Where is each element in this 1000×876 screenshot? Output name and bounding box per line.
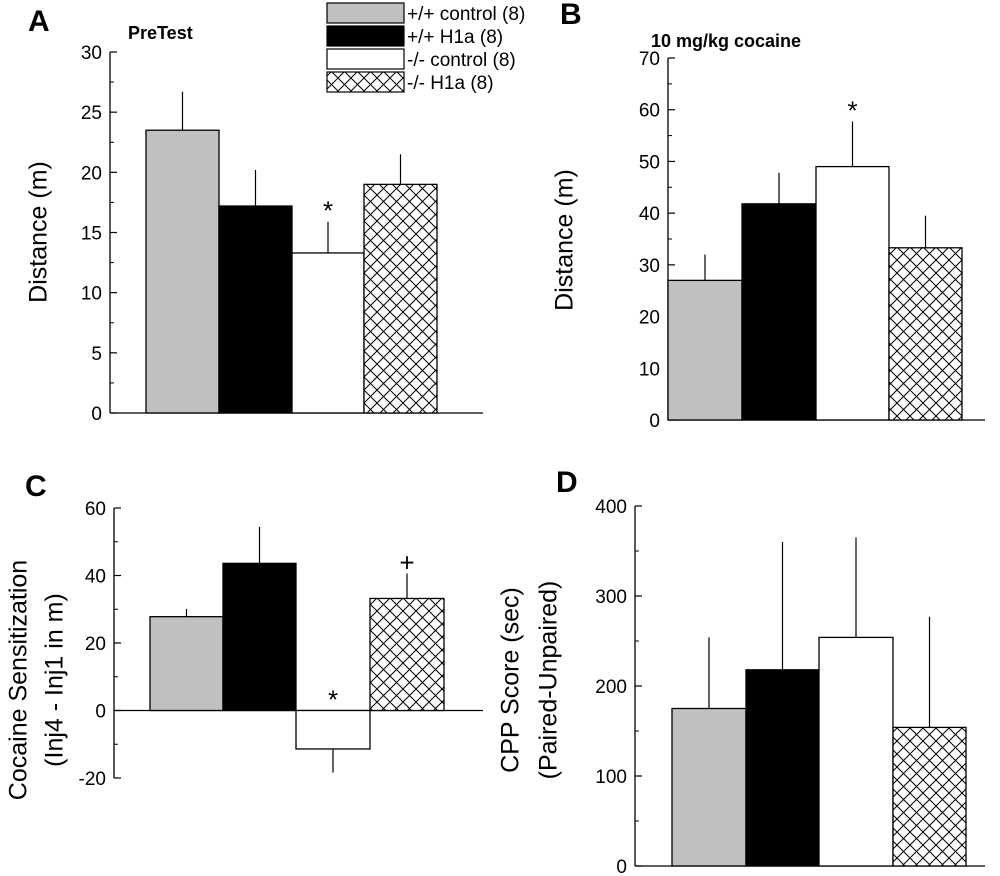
bar-d-2 [745,669,820,867]
y-tick-label-b: 50 [639,152,660,173]
y-tick-label-c: 40 [85,567,106,588]
y-axis-label-line-b: Distance (m) [551,169,579,311]
significance-mark-c: + [399,547,414,577]
y-tick-label-c: -20 [79,769,106,790]
y-tick-label-d: 0 [616,857,627,876]
bar-d-3 [818,636,894,867]
y-tick-label-d: 100 [595,767,627,788]
y-tick-label-c: 0 [95,702,106,723]
y-tick-label-d: 300 [595,587,627,608]
panel-b: B 10 mg/kg cocaine Distance (m) 0 10 20 30 4… [551,0,985,432]
bar-c-3 [295,709,371,750]
y-axis-label-d: CPP Score (sec) (Paired-Unpaired) [497,581,563,780]
legend-swatch-4 [326,71,405,93]
bar-b-3 [815,165,890,421]
plot-area-d: 0 100 200 300 400 [595,497,985,876]
bar-c-4 [369,597,445,712]
y-tick-label-a: 15 [81,224,102,245]
bar-b-4 [888,247,963,421]
legend-label-3: -/- control (8) [407,50,516,71]
bar-a-2 [218,205,293,414]
bar-d-4 [892,726,967,867]
y-axis-label-c: Cocaine Sensitization (Inj4 - Inj1 in m) [5,560,69,800]
y-tick-label-b: 10 [639,359,660,380]
y-axis-label-line-d: CPP Score (sec) [497,587,525,773]
y-tick-label-b: 0 [649,411,660,432]
legend-label-2: +/+ H1a (8) [407,27,503,48]
significance-mark-c: * [328,685,338,715]
y-tick-label-a: 20 [81,163,102,184]
significance-mark-a: * [323,196,333,226]
y-tick-label-a: 10 [81,284,102,305]
y-tick-label-a: 25 [81,103,102,124]
plot-area-a: 0 5 10 15 20 25 30 * [81,43,483,425]
bar-a-4 [363,183,438,414]
y-tick-label-d: 400 [595,497,627,518]
y-tick-label-b: 60 [639,101,660,122]
y-axis-label-line-c: Cocaine Sensitization [5,560,33,800]
panel-letter-a: A [28,5,50,38]
y-tick-label-b: 20 [639,308,660,329]
significance-mark-b: * [847,96,857,126]
bar-b-1 [667,279,743,421]
bar-a-3 [291,252,365,414]
panel-letter-c: C [25,470,47,503]
y-axis-label-a: Distance (m) [25,161,53,303]
y-tick-label-c: 60 [85,499,106,520]
legend: +/+ control (8)+/+ H1a (8)-/- control (8… [326,2,525,94]
panel-d: D CPP Score (sec) (Paired-Unpaired) 0 100 2… [497,466,985,876]
y-axis-label-line-a: Distance (m) [25,161,53,303]
y-tick-label-b: 40 [639,204,660,225]
panel-c: C Cocaine Sensitization (Inj4 - Inj1 in m… [5,470,483,800]
y-tick-label-c: 20 [85,634,106,655]
y-tick-label-d: 200 [595,677,627,698]
bar-c-1 [149,616,224,712]
bar-a-1 [145,129,220,414]
legend-label-1: +/+ control (8) [407,4,525,25]
y-tick-label-a: 30 [81,43,102,64]
legend-swatch-1 [326,2,405,24]
panel-a: A PreTest Distance (m) 0 5 10 15 20 25 30 * [25,5,483,425]
panel-letter-b: B [560,0,582,31]
legend-swatch-3 [326,48,405,70]
plot-area-c: -20 0 20 40 60 * + [79,499,483,790]
legend-swatch-2 [326,25,405,47]
panel-letter-d: D [556,466,578,499]
y-tick-label-a: 0 [91,404,102,425]
y-tick-label-b: 30 [639,256,660,277]
y-tick-label-b: 70 [639,49,660,70]
y-axis-label-b: Distance (m) [551,169,579,311]
panel-title-a: PreTest [128,23,193,43]
legend-label-4: -/- H1a (8) [407,73,494,94]
bar-d-1 [671,707,747,867]
y-axis-label-line-d: (Paired-Unpaired) [535,581,563,780]
plot-area-b: 0 10 20 30 40 50 60 70 * [639,49,985,432]
y-tick-label-a: 5 [91,344,102,365]
bar-b-2 [741,203,817,421]
y-axis-label-line-c: (Inj4 - Inj1 in m) [41,593,69,767]
panel-title-b: 10 mg/kg cocaine [651,31,801,51]
bar-c-2 [222,562,297,712]
